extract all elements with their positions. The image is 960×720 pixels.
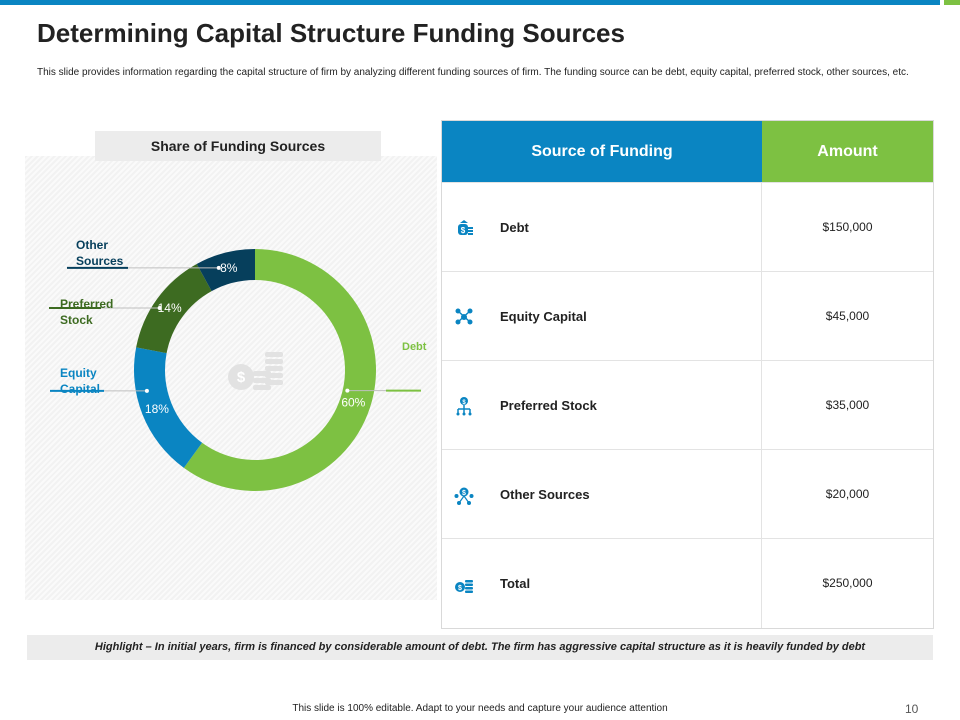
- dollar-hierarchy-icon: $: [454, 396, 474, 416]
- row-amount: $150,000: [822, 220, 873, 234]
- row-amount: $35,000: [825, 398, 870, 412]
- row-amount: $250,000: [822, 576, 873, 590]
- table-row-other-sources: $ Other Sources $20,000: [442, 449, 933, 539]
- callout-label-other-sources: Other Sources: [76, 238, 124, 268]
- callout-label-preferred-stock: Preferred Stock: [60, 297, 114, 327]
- chart-title: Share of Funding Sources: [95, 131, 381, 161]
- footer-note: This slide is 100% editable. Adapt to yo…: [292, 703, 668, 714]
- cell-source-equity-capital: Equity Capital: [442, 272, 762, 361]
- row-amount: $45,000: [825, 309, 870, 323]
- table-row-total: $ Total $250,000: [442, 538, 933, 628]
- funding-table: Source of Funding Amount $ Debt $150,000 Eq…: [441, 120, 934, 629]
- coins-dollar-icon: $: [454, 574, 474, 594]
- top-accent-blue: [0, 0, 940, 5]
- cell-source-other-sources: $ Other Sources: [442, 450, 762, 539]
- svg-text:$: $: [462, 490, 466, 497]
- page-number: 10: [905, 702, 919, 716]
- cell-source-preferred-stock: $ Preferred Stock: [442, 361, 762, 450]
- row-label: Equity Capital: [500, 309, 587, 324]
- svg-text:$: $: [458, 585, 462, 592]
- cell-source-total: $ Total: [442, 539, 762, 628]
- header-amount: Amount: [762, 121, 933, 182]
- row-label: Preferred Stock: [500, 398, 597, 413]
- table-row-debt: $ Debt $150,000: [442, 182, 933, 272]
- highlight-note: Highlight – In initial years, firm is fi…: [27, 635, 933, 660]
- dollar-network-icon: $: [454, 485, 474, 505]
- page-title: Determining Capital Structure Funding So…: [37, 18, 625, 48]
- money-bag-icon: $: [454, 218, 474, 238]
- top-accent-green: [944, 0, 960, 5]
- callout-label-debt: Debt: [402, 341, 427, 353]
- cell-source-debt: $ Debt: [442, 183, 762, 272]
- table-row-equity-capital: Equity Capital $45,000: [442, 271, 933, 361]
- slide-description: This slide provides information regardin…: [37, 67, 909, 78]
- callout-label-equity-capital: Equity Capital: [60, 366, 101, 396]
- svg-text:$: $: [461, 226, 466, 235]
- header-source-of-funding: Source of Funding: [442, 121, 762, 182]
- row-label: Total: [500, 576, 531, 591]
- people-network-icon: [454, 307, 474, 327]
- table-row-preferred-stock: $ Preferred Stock $35,000: [442, 360, 933, 450]
- svg-text:$: $: [462, 400, 466, 406]
- row-amount: $20,000: [825, 487, 870, 501]
- top-accent-bar: [0, 0, 960, 5]
- table-header: Source of Funding Amount: [442, 121, 933, 182]
- row-label: Debt: [500, 220, 529, 235]
- row-label: Other Sources: [500, 487, 590, 502]
